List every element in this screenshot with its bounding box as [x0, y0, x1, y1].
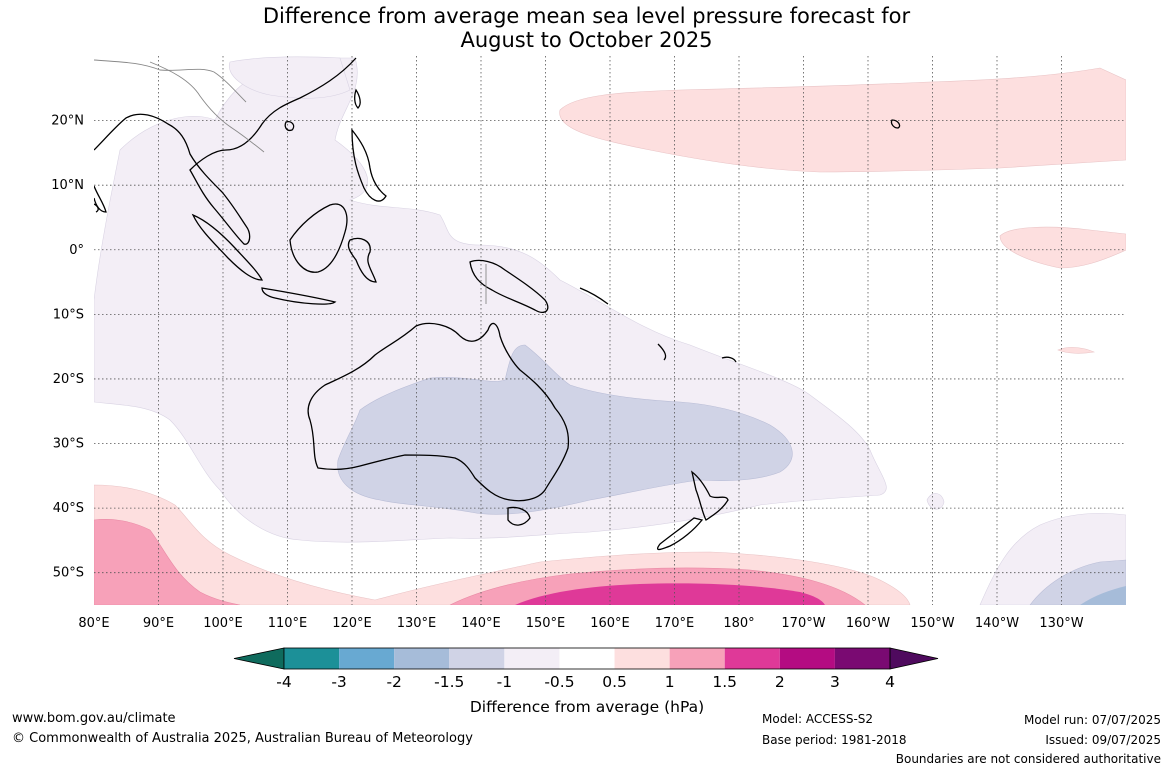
lon-tick-label: 170°W [781, 616, 825, 631]
coastline-australia [307, 322, 570, 502]
coastline-new-zealand-south [656, 517, 704, 551]
lon-tick-label: 80°E [78, 616, 109, 631]
anomaly-region-pink-equatorial [999, 226, 1126, 269]
coastline-taiwan [354, 88, 361, 109]
coastline-new-caledonia [657, 343, 667, 361]
anomaly-region-small-bubble [926, 493, 945, 510]
colorbar-segment [779, 648, 835, 669]
lon-tick-label: 180° [723, 616, 754, 631]
coastline-philippines [351, 128, 387, 202]
coastline-asia-mainland [94, 57, 357, 245]
colorbar-segment [284, 648, 340, 669]
colorbar-segment [834, 648, 890, 669]
colorbar-extend-high [889, 647, 939, 670]
lon-tick-label: 110°E [268, 616, 308, 631]
lon-tick-label: 120°E [332, 616, 372, 631]
lon-tick-label: 130°W [1039, 616, 1083, 631]
colorbar-segment [669, 648, 725, 669]
footer-website[interactable]: www.bom.gov.au/climate [12, 711, 176, 726]
colorbar-segment [449, 648, 505, 669]
anomaly-region-rose-southwest [94, 519, 241, 605]
map-title: Difference from average mean sea level p… [0, 4, 1173, 52]
coastline-hainan [284, 120, 295, 132]
colorbar-tick-label: -4 [276, 673, 291, 691]
colorbar-frame [283, 647, 891, 670]
colorbar-tick-label: -3 [331, 673, 346, 691]
anomaly-region-pink-small [1057, 347, 1096, 354]
coastline-sumatra [191, 213, 264, 281]
colorbar-tick-label: 1 [665, 673, 675, 691]
colorbar-tick-label: -2 [386, 673, 401, 691]
lat-tick-label: 0° [69, 243, 84, 258]
lon-tick-label: 90°E [143, 616, 174, 631]
coastline-tasmania [507, 506, 531, 526]
colorbar-segment [394, 648, 450, 669]
colorbar-tick-label: -0.5 [544, 673, 574, 691]
coastline-new-zealand-north [690, 470, 729, 521]
anomaly-region-magenta-south [515, 583, 825, 605]
coastline-fiji [721, 356, 737, 363]
lon-tick-label: 160°W [846, 616, 890, 631]
lat-tick-label: 30°S [53, 437, 84, 452]
country-borders [94, 59, 487, 304]
colorbar-segment [504, 648, 560, 669]
anomaly-region-pink-north-pacific [559, 67, 1126, 173]
lon-tick-label: 160°E [590, 616, 630, 631]
colorbar-segment [724, 648, 780, 669]
lat-tick-label: 10°N [51, 178, 84, 193]
colorbar-tick-label: 1.5 [712, 673, 737, 691]
footer-base-period: Base period: 1981-2018 [762, 733, 907, 747]
lon-tick-label: 150°E [526, 616, 566, 631]
coastline-sri-lanka [94, 203, 99, 213]
colorbar-tick-label: -1.5 [434, 673, 464, 691]
colorbar-tick-label: 4 [885, 673, 895, 691]
anomaly-region-lavender [337, 344, 793, 515]
colorbar-segment [614, 648, 670, 669]
coastlines [94, 57, 901, 551]
colorbar-segment [559, 648, 615, 669]
footer-model-run: Model run: 07/07/2025 [1023, 713, 1161, 727]
latitude-labels: 20°N 10°N 0° 10°S 20°S 30°S 40°S 50°S [51, 114, 84, 581]
colorbar-tick-label: 2 [775, 673, 785, 691]
coastline-sulawesi [347, 237, 377, 283]
lat-tick-label: 20°N [51, 114, 84, 129]
gridlines [94, 56, 1126, 605]
anomaly-region-blue-southeast [1080, 586, 1126, 605]
longitude-labels: 80°E 90°E 100°E 110°E 120°E 130°E 140°E 150°E 16… [78, 616, 1083, 631]
colorbar-tick-label: 0.5 [602, 673, 627, 691]
lat-tick-label: 10°S [53, 307, 84, 322]
colorbar-tick-label: 3 [830, 673, 840, 691]
lon-tick-label: 170°E [655, 616, 695, 631]
footer-model: Model: ACCESS-S2 [762, 712, 874, 726]
anomaly-region-light-purple-north [228, 56, 351, 99]
anomaly-fields [94, 56, 1126, 605]
coastline-india-tip [94, 185, 107, 213]
lat-tick-label: 40°S [53, 501, 84, 516]
coastline-hawaii [890, 119, 901, 129]
lat-tick-label: 50°S [53, 566, 84, 581]
border-china [94, 59, 247, 103]
coastline-borneo [289, 203, 348, 273]
coastline-new-guinea [469, 259, 549, 314]
coastline-java [261, 287, 337, 305]
colorbar-label: Difference from average (hPa) [470, 698, 704, 716]
footer-copyright: © Commonwealth of Australia 2025, Austra… [12, 731, 473, 746]
footer-disclaimer: Boundaries are not considered authoritat… [895, 752, 1161, 766]
footer-issued: Issued: 09/07/2025 [1045, 733, 1161, 747]
colorbar-tick-label: -1 [497, 673, 512, 691]
colorbar-segment [339, 648, 395, 669]
lon-tick-label: 150°W [910, 616, 954, 631]
lon-tick-label: 130°E [397, 616, 437, 631]
coastline-solomon-islands [579, 287, 609, 305]
colorbar: -4 -3 -2 -1.5 -1 -0.5 0.5 1 1.5 2 3 4 [233, 647, 939, 691]
border-indochina [149, 61, 265, 153]
lon-tick-label: 100°E [203, 616, 243, 631]
lon-tick-label: 140°W [975, 616, 1019, 631]
colorbar-extend-low [233, 647, 285, 670]
lon-tick-label: 140°E [461, 616, 501, 631]
lat-tick-label: 20°S [53, 372, 84, 387]
title-line-1: Difference from average mean sea level p… [262, 4, 911, 28]
title-line-2: August to October 2025 [460, 28, 713, 52]
